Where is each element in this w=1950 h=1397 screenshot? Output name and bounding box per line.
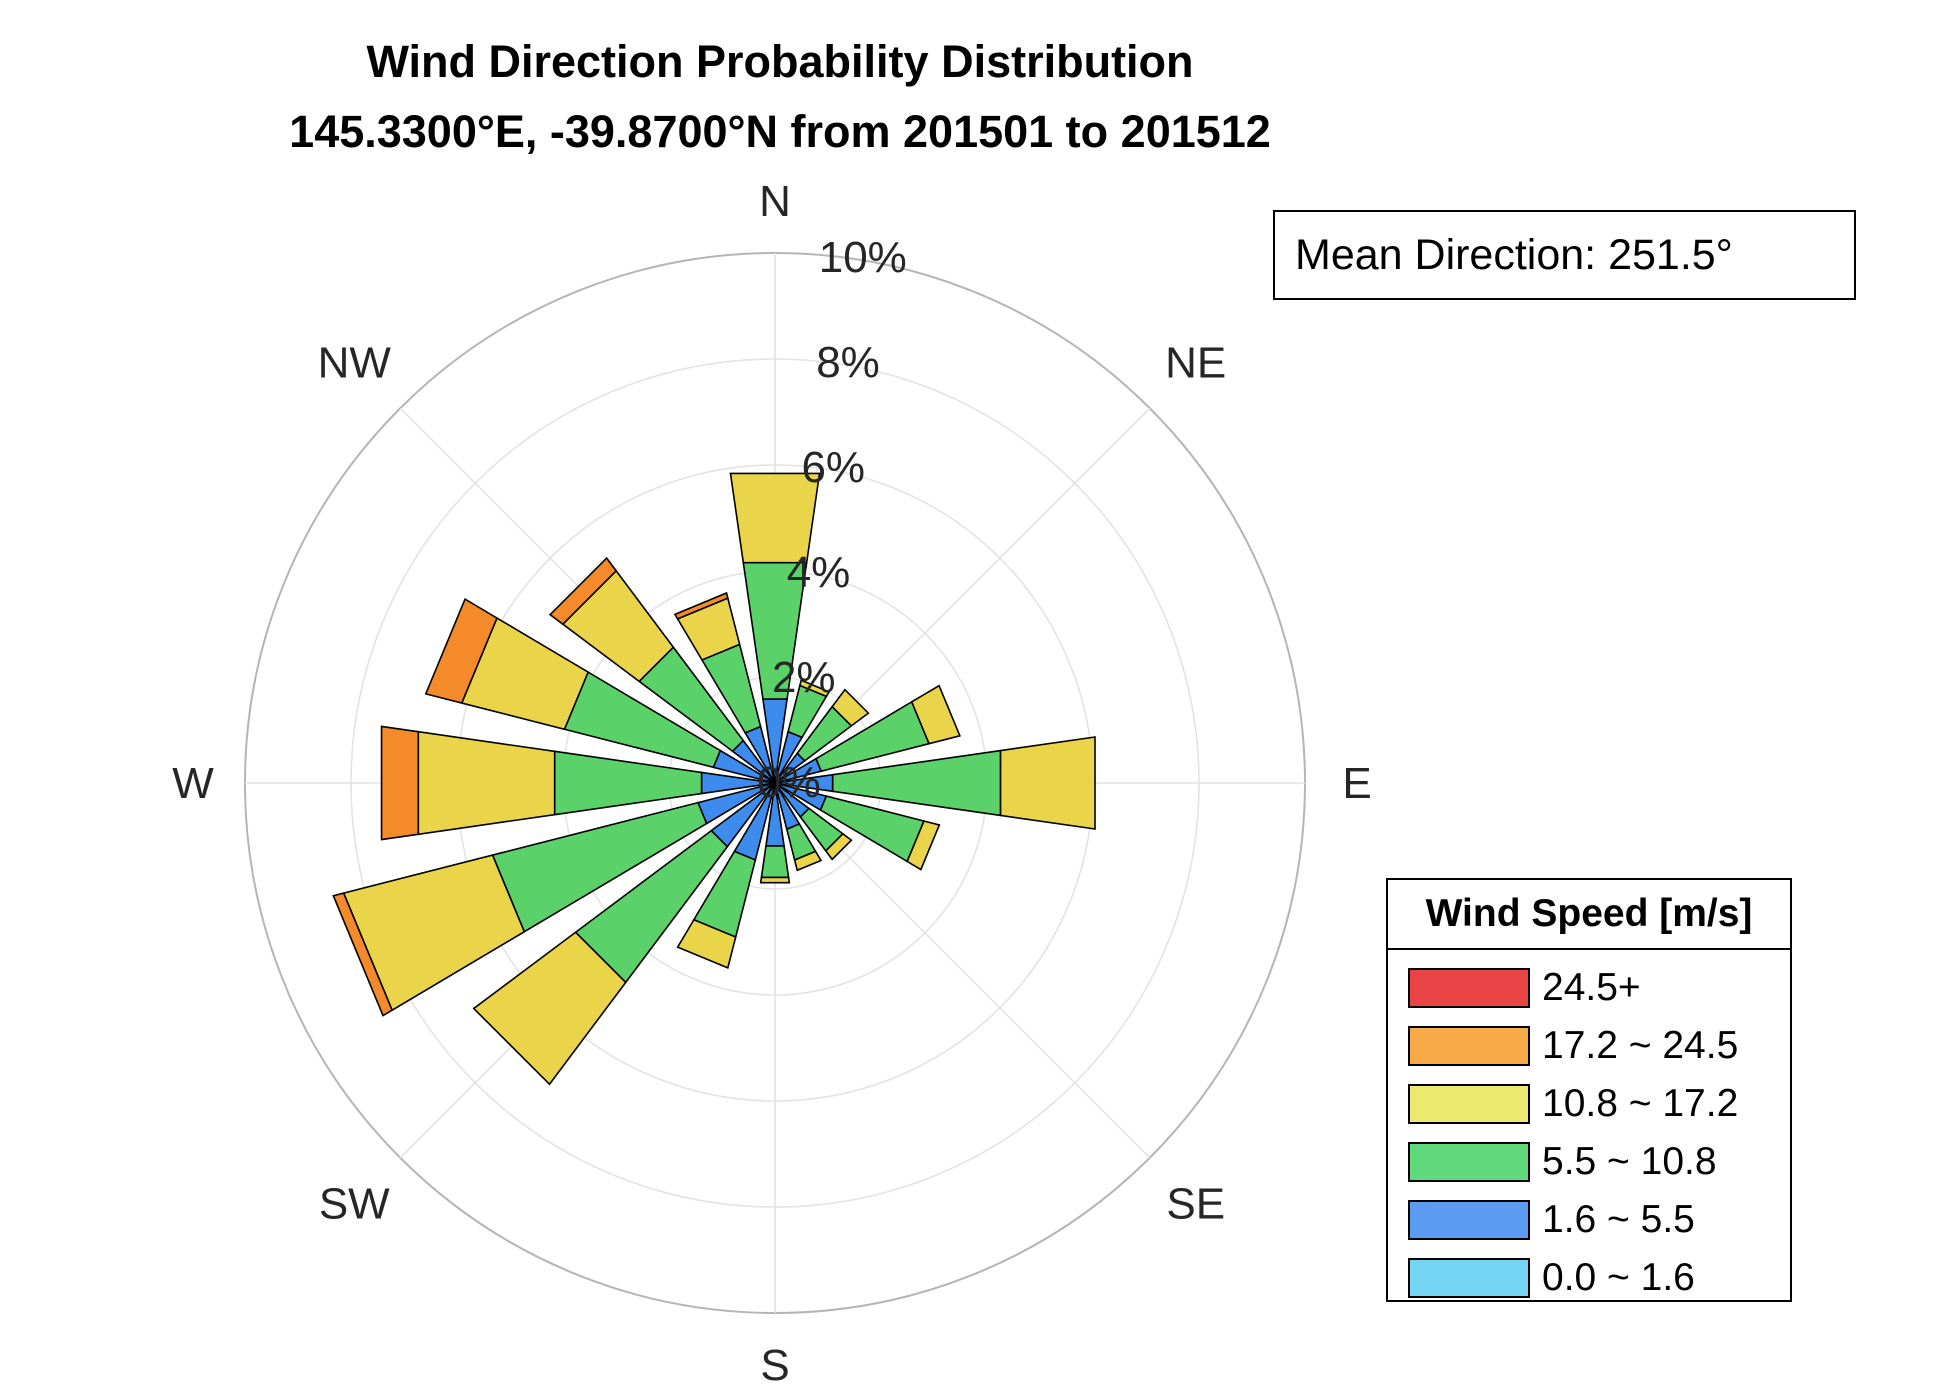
wind-sector-segment [759, 876, 791, 884]
legend-swatch [1408, 1084, 1530, 1124]
wind-sector-segment [553, 750, 703, 816]
radial-tick-label: 8% [816, 338, 880, 387]
wind-sector-segment [793, 850, 823, 872]
wind-sector-segment [798, 679, 831, 698]
legend-item: 0.0 ~ 1.6 [1408, 1256, 1695, 1300]
legend-label: 17.2 ~ 24.5 [1542, 1024, 1739, 1067]
direction-label: SW [319, 1180, 390, 1229]
wind-sector-segment [548, 556, 618, 626]
wind-sector-segment [472, 931, 627, 1086]
wind-sector-segment [999, 736, 1096, 830]
direction-label: E [1342, 759, 1371, 808]
wind-sector-segment [910, 684, 961, 745]
mean-direction-text: Mean Direction: 251.5° [1295, 230, 1733, 279]
chart-subtitle: 145.3300°E, -39.8700°N from 201501 to 20… [289, 106, 1271, 157]
legend-item: 5.5 ~ 10.8 [1408, 1140, 1717, 1184]
wind-sector-segment [760, 845, 790, 879]
direction-label: S [760, 1341, 789, 1390]
direction-label: N [759, 177, 791, 226]
legend-swatch [1408, 1142, 1530, 1182]
radial-tick-label: 4% [787, 548, 851, 597]
radial-tick-labels: 0% 2% 4% 6% 8% 10% [757, 233, 907, 807]
legend-label: 10.8 ~ 17.2 [1542, 1082, 1739, 1125]
direction-label: W [172, 759, 214, 808]
wind-sector-segment [380, 725, 420, 841]
legend-swatch [1408, 1258, 1530, 1298]
legend-swatch [1408, 1200, 1530, 1240]
legend-item: 24.5+ [1408, 966, 1641, 1010]
wind-sector-segment [424, 597, 498, 704]
legend-label: 24.5+ [1542, 966, 1641, 1009]
legend-label: 5.5 ~ 10.8 [1542, 1140, 1717, 1183]
direction-label: NE [1165, 338, 1226, 387]
wind-sectors [332, 472, 1096, 1086]
legend-swatch [1408, 968, 1530, 1008]
legend-item: 1.6 ~ 5.5 [1408, 1198, 1695, 1242]
radial-tick-label: 0% [757, 758, 821, 807]
wind-sector-segment [831, 688, 870, 727]
legend-item: 17.2 ~ 24.5 [1408, 1024, 1738, 1068]
wind-sector-segment [729, 472, 821, 564]
direction-labels: N NE E SE S SW W NW [172, 177, 1371, 1390]
wind-sector-segment [676, 918, 737, 969]
legend-title: Wind Speed [m/s] [1388, 880, 1790, 950]
wind-sector-segment [824, 832, 853, 861]
mean-direction-box: Mean Direction: 251.5° [1273, 210, 1856, 300]
radial-tick-label: 2% [772, 653, 836, 702]
legend-label: 0.0 ~ 1.6 [1542, 1256, 1695, 1299]
radial-tick-label: 6% [801, 443, 865, 492]
chart-title: Wind Direction Probability Distribution [366, 36, 1194, 87]
legend-item: 10.8 ~ 17.2 [1408, 1082, 1738, 1126]
legend-label: 1.6 ~ 5.5 [1542, 1198, 1695, 1241]
legend-swatch [1408, 1026, 1530, 1066]
radial-tick-label: 10% [819, 233, 907, 282]
wind-sector-segment [673, 591, 729, 620]
wind-sector-segment [906, 820, 941, 871]
direction-label: NW [318, 338, 392, 387]
direction-label: SE [1166, 1180, 1225, 1229]
wind-sector-segment [417, 730, 556, 836]
wind-sector-segment [332, 892, 394, 1017]
legend: Wind Speed [m/s] 24.5+ 17.2 ~ 24.5 10.8 ~ … [1386, 878, 1792, 1302]
